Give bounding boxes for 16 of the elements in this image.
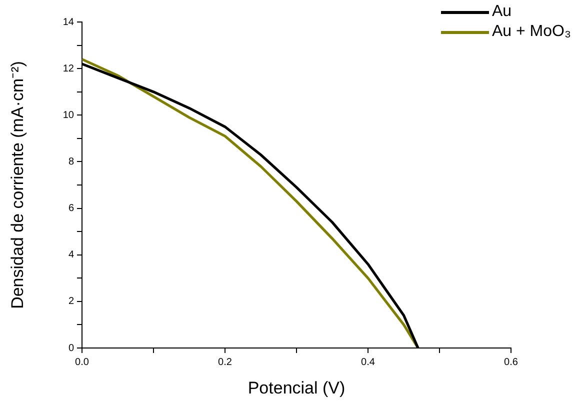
y-axis-title: Densidad de corriente (mA·cm⁻²) (8, 61, 27, 309)
y-tick-label: 12 (62, 63, 74, 74)
legend-label: Au + MoO₃ (492, 23, 571, 41)
legend-label: Au (492, 3, 512, 21)
y-tick-label: 4 (68, 250, 74, 261)
y-tick-label: 6 (68, 203, 74, 214)
x-tick-label: 0.2 (218, 356, 232, 368)
y-tick-label: 14 (62, 16, 74, 28)
x-axis-title: Potencial (V) (248, 378, 346, 398)
x-tick-label: 0.4 (361, 356, 376, 368)
y-tick-label: 10 (62, 110, 74, 121)
y-tick-label: 2 (68, 296, 74, 308)
y-tick-label: 8 (68, 156, 74, 168)
y-tick-label: 0 (68, 342, 74, 354)
x-tick-label: 0.0 (75, 356, 90, 368)
x-tick-label: 0.6 (504, 356, 518, 368)
